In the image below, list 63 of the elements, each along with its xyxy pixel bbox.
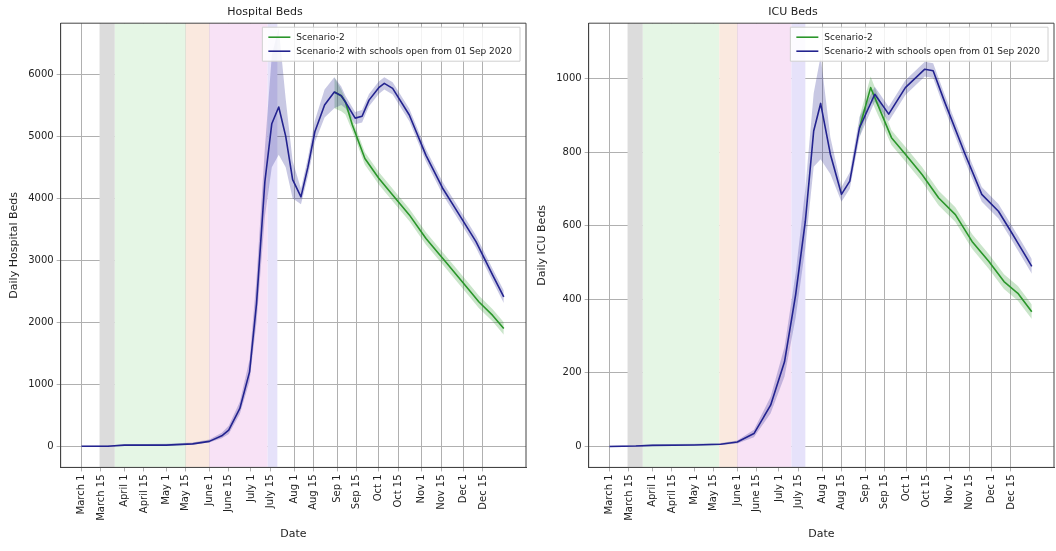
y-tick-label: 0 xyxy=(575,440,582,452)
x-tick-label: Oct 1 xyxy=(900,474,912,502)
legend-label: Scenario-2 with schools open from 01 Sep 2020 xyxy=(296,45,513,56)
x-tick-label: March 15 xyxy=(94,474,106,521)
x-tick-label: May 1 xyxy=(687,474,699,505)
x-tick-label: Sep 1 xyxy=(858,474,870,503)
x-tick-label: Oct 15 xyxy=(391,474,403,508)
x-axis-title: Date xyxy=(808,527,835,541)
y-tick-label: 1000 xyxy=(28,377,54,389)
x-tick-label: Dec 15 xyxy=(476,474,488,510)
x-tick-label: March 15 xyxy=(622,474,634,521)
y-tick-label: 0 xyxy=(47,439,54,451)
y-tick-label: 200 xyxy=(562,366,582,378)
legend-label: Scenario-2 xyxy=(824,31,873,42)
x-tick-label: Dec 15 xyxy=(1004,474,1016,510)
x-tick-label: Sep 1 xyxy=(330,474,342,503)
x-tick-label: Nov 15 xyxy=(962,474,974,510)
x-tick-label: Oct 1 xyxy=(372,474,384,502)
y-tick-label: 600 xyxy=(562,219,582,231)
x-tick-label: Sep 15 xyxy=(878,474,890,510)
x-tick-label: Aug 15 xyxy=(307,474,319,510)
x-tick-label: June 15 xyxy=(222,474,234,514)
x-tick-label: Dec 1 xyxy=(985,474,997,504)
x-tick-label: Aug 1 xyxy=(287,474,299,504)
y-tick-label: 4000 xyxy=(28,191,54,203)
x-axis-title: Date xyxy=(280,527,307,541)
y-tick-label: 800 xyxy=(562,145,582,157)
y-tick-label: 3000 xyxy=(28,253,54,265)
x-tick-label: April 1 xyxy=(118,474,130,507)
x-tick-label: April 15 xyxy=(665,474,677,514)
y-axis-title: Daily ICU Beds xyxy=(535,204,549,286)
x-tick-label: Nov 1 xyxy=(415,474,427,504)
y-tick-label: 1000 xyxy=(556,72,582,83)
x-tick-label: Nov 1 xyxy=(943,474,955,504)
x-tick-label: July 1 xyxy=(772,474,784,503)
x-tick-label: June 1 xyxy=(730,474,742,507)
x-tick-label: Dec 1 xyxy=(457,474,469,504)
x-tick-label: June 15 xyxy=(750,474,762,514)
x-tick-label: Oct 15 xyxy=(919,474,931,508)
x-tick-label: May 15 xyxy=(707,474,719,511)
x-tick-label: March 1 xyxy=(603,474,615,515)
y-tick-label: 400 xyxy=(562,292,582,304)
x-tick-label: May 1 xyxy=(159,474,171,505)
y-tick-label: 6000 xyxy=(28,67,54,79)
x-tick-label: Aug 15 xyxy=(835,474,847,510)
y-tick-label: 5000 xyxy=(28,129,54,141)
x-tick-label: Sep 15 xyxy=(350,474,362,510)
x-tick-label: May 15 xyxy=(179,474,191,511)
x-tick-label: April 1 xyxy=(646,474,658,507)
y-tick-label: 2000 xyxy=(28,315,54,327)
legend-label: Scenario-2 xyxy=(296,31,345,42)
x-tick-label: March 1 xyxy=(75,474,87,515)
x-tick-label: July 1 xyxy=(244,474,256,503)
y-axis-title: Daily Hospital Beds xyxy=(7,191,21,299)
x-tick-label: June 1 xyxy=(202,474,214,507)
x-tick-label: Aug 1 xyxy=(815,474,827,504)
x-tick-label: July 15 xyxy=(264,474,275,510)
x-tick-label: April 15 xyxy=(137,474,149,514)
chart-title: ICU Beds xyxy=(768,5,819,19)
x-tick-label: July 15 xyxy=(792,474,803,510)
x-tick-label: Nov 15 xyxy=(434,474,446,510)
legend-label: Scenario-2 with schools open from 01 Sep 2020 xyxy=(824,45,1041,56)
chart-title: Hospital Beds xyxy=(227,5,303,19)
